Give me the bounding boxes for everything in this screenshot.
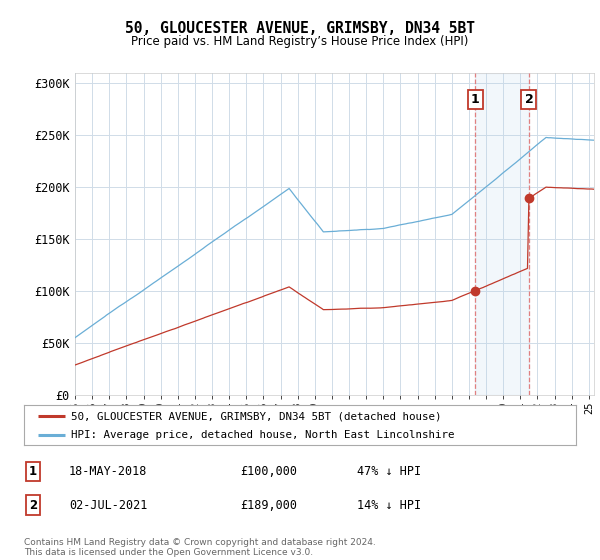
Text: 02-JUL-2021: 02-JUL-2021 [69,498,148,512]
Text: 1: 1 [471,94,479,106]
Text: Contains HM Land Registry data © Crown copyright and database right 2024.
This d: Contains HM Land Registry data © Crown c… [24,538,376,557]
Text: 50, GLOUCESTER AVENUE, GRIMSBY, DN34 5BT (detached house): 50, GLOUCESTER AVENUE, GRIMSBY, DN34 5BT… [71,411,442,421]
Text: 14% ↓ HPI: 14% ↓ HPI [357,498,421,512]
Text: 2: 2 [524,94,533,106]
Text: £100,000: £100,000 [240,465,297,478]
Text: 2: 2 [29,498,37,512]
Text: HPI: Average price, detached house, North East Lincolnshire: HPI: Average price, detached house, Nort… [71,430,454,440]
Text: 50, GLOUCESTER AVENUE, GRIMSBY, DN34 5BT: 50, GLOUCESTER AVENUE, GRIMSBY, DN34 5BT [125,21,475,36]
Text: 1: 1 [29,465,37,478]
Text: Price paid vs. HM Land Registry’s House Price Index (HPI): Price paid vs. HM Land Registry’s House … [131,35,469,48]
Text: 18-MAY-2018: 18-MAY-2018 [69,465,148,478]
Bar [475,73,529,395]
Text: 47% ↓ HPI: 47% ↓ HPI [357,465,421,478]
Text: £189,000: £189,000 [240,498,297,512]
